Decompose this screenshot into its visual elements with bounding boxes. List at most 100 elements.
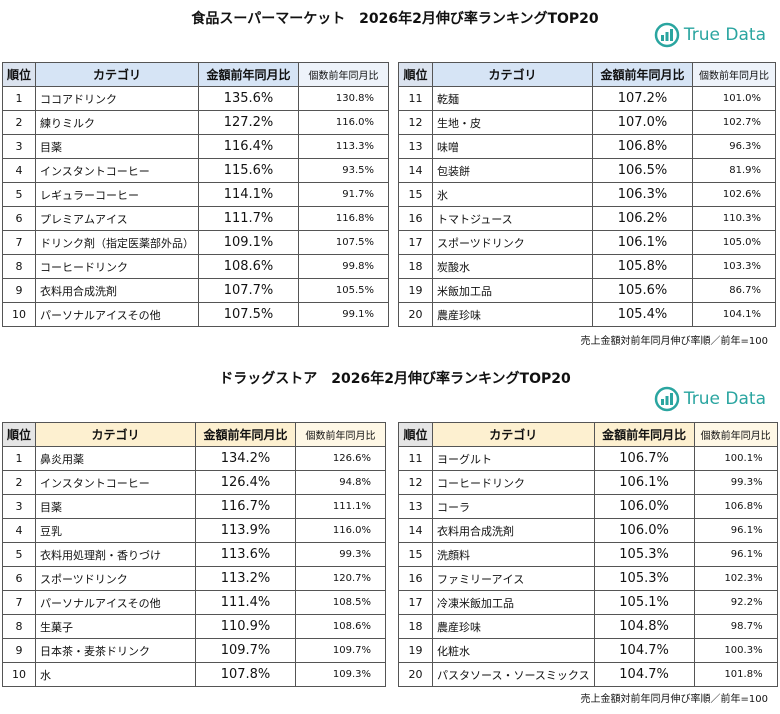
header-cell: 順位	[398, 422, 433, 447]
cell-cat: 農産珍味	[432, 614, 595, 639]
cell-cnt: 91.7%	[298, 182, 390, 207]
cell-rank: 14	[398, 518, 433, 543]
cell-cnt: 99.1%	[298, 302, 390, 327]
cell-cnt: 92.2%	[693, 590, 778, 615]
cell-amt: 135.6%	[198, 86, 300, 111]
cell-cat: ドリンク剤（指定医薬部外品）	[35, 230, 200, 255]
cell-cnt: 120.7%	[295, 566, 387, 591]
cell-cnt: 99.3%	[693, 470, 778, 495]
row: 20 パスタソース・ソースミックス 104.7% 101.8%	[398, 662, 778, 687]
cell-rank: 6	[1, 206, 37, 231]
row: 4 インスタントコーヒー 115.6% 93.5%	[1, 158, 390, 183]
tbody: 1 鼻炎用薬 134.2% 126.6% 2 インスタントコーヒー 126.4% 94.8% 3…	[1, 446, 387, 687]
cell-rank: 15	[398, 542, 433, 567]
cell-amt: 108.6%	[198, 254, 300, 279]
row: 2 インスタントコーヒー 126.4% 94.8%	[1, 470, 387, 495]
cell-amt: 115.6%	[198, 158, 300, 183]
cell-cnt: 103.3%	[692, 254, 776, 279]
thead: 順位 カテゴリ 金額前年同月比 個数前年同月比	[1, 422, 387, 447]
header-row: 順位 カテゴリ 金額前年同月比 個数前年同月比	[398, 62, 776, 87]
cell-amt: 106.2%	[592, 206, 693, 231]
cell-cat: 目薬	[35, 494, 197, 519]
row: 15 氷 106.3% 102.6%	[398, 182, 776, 207]
cell-rank: 18	[398, 254, 433, 279]
cell-cat: 生菓子	[35, 614, 197, 639]
logo-text: True Data	[683, 389, 766, 409]
header-row: 順位 カテゴリ 金額前年同月比 個数前年同月比	[1, 62, 390, 87]
tbody: 11 ヨーグルト 106.7% 100.1% 12 コーヒードリンク 106.1% 99.3%…	[398, 446, 778, 687]
cell-rank: 1	[1, 86, 37, 111]
cell-rank: 13	[398, 494, 433, 519]
header-row: 順位 カテゴリ 金額前年同月比 個数前年同月比	[398, 422, 778, 447]
header-cell: 金額前年同月比	[593, 422, 695, 447]
cell-cat: 鼻炎用薬	[35, 446, 197, 471]
logo: True Data	[654, 22, 766, 48]
cell-cat: レギュラーコーヒー	[35, 182, 200, 207]
cell-amt: 105.3%	[593, 542, 695, 567]
cell-amt: 105.1%	[593, 590, 695, 615]
row: 1 ココアドリンク 135.6% 130.8%	[1, 86, 390, 111]
cell-amt: 104.8%	[593, 614, 695, 639]
cell-cnt: 107.5%	[298, 230, 390, 255]
cell-cnt: 101.8%	[693, 662, 778, 687]
cell-cat: 化粧水	[432, 638, 595, 663]
header-cell: 個数前年同月比	[298, 62, 390, 87]
cell-cat: 氷	[432, 182, 593, 207]
row: 16 トマトジュース 106.2% 110.3%	[398, 206, 776, 231]
thead: 順位 カテゴリ 金額前年同月比 個数前年同月比	[1, 62, 390, 87]
row: 1 鼻炎用薬 134.2% 126.6%	[1, 446, 387, 471]
cell-cnt: 100.1%	[693, 446, 778, 471]
cell-cat: 衣料用合成洗剤	[432, 518, 595, 543]
header-cell: 金額前年同月比	[198, 62, 300, 87]
ranking-table: 順位 カテゴリ 金額前年同月比 個数前年同月比 1 鼻炎用薬 134.2% 126.6% 2 イン…	[1, 422, 387, 687]
ranking-table: 順位 カテゴリ 金額前年同月比 個数前年同月比 11 ヨーグルト 106.7% 100.1% 1…	[398, 422, 778, 687]
cell-cat: 味噌	[432, 134, 593, 159]
cell-amt: 106.0%	[593, 494, 695, 519]
cell-amt: 127.2%	[198, 110, 300, 135]
cell-cnt: 108.6%	[295, 614, 387, 639]
cell-cat: パスタソース・ソースミックス	[432, 662, 595, 687]
cell-cnt: 130.8%	[298, 86, 390, 111]
cell-cat: 乾麺	[432, 86, 593, 111]
cell-cat: 日本茶・麦茶ドリンク	[35, 638, 197, 663]
header-cell: 順位	[1, 422, 37, 447]
cell-cnt: 99.3%	[295, 542, 387, 567]
header-cell: 金額前年同月比	[592, 62, 693, 87]
row: 4 豆乳 113.9% 116.0%	[1, 518, 387, 543]
cell-cnt: 102.3%	[693, 566, 778, 591]
cell-rank: 12	[398, 110, 433, 135]
cell-cat: 目薬	[35, 134, 200, 159]
cell-rank: 13	[398, 134, 433, 159]
row: 9 日本茶・麦茶ドリンク 109.7% 109.7%	[1, 638, 387, 663]
cell-rank: 10	[1, 302, 37, 327]
cell-amt: 106.8%	[592, 134, 693, 159]
cell-rank: 6	[1, 566, 37, 591]
cell-rank: 4	[1, 518, 37, 543]
ranking-table: 順位 カテゴリ 金額前年同月比 個数前年同月比 1 ココアドリンク 135.6% 130.8%…	[1, 62, 390, 327]
cell-rank: 3	[1, 494, 37, 519]
cell-rank: 19	[398, 278, 433, 303]
cell-cnt: 111.1%	[295, 494, 387, 519]
cell-cat: ココアドリンク	[35, 86, 200, 111]
row: 15 洗顔料 105.3% 96.1%	[398, 542, 778, 567]
cell-rank: 4	[1, 158, 37, 183]
cell-cat: トマトジュース	[432, 206, 593, 231]
cell-cat: コーヒードリンク	[432, 470, 595, 495]
tbody: 11 乾麺 107.2% 101.0% 12 生地・皮 107.0% 102.7% 13 味噌 10…	[398, 86, 776, 327]
header-cell: 個数前年同月比	[693, 422, 778, 447]
row: 13 コーラ 106.0% 106.8%	[398, 494, 778, 519]
cell-amt: 106.5%	[592, 158, 693, 183]
cell-amt: 134.2%	[195, 446, 297, 471]
cell-cat: コーヒードリンク	[35, 254, 200, 279]
cell-cat: 練りミルク	[35, 110, 200, 135]
cell-cat: 農産珍味	[432, 302, 593, 327]
cell-rank: 14	[398, 158, 433, 183]
cell-rank: 12	[398, 470, 433, 495]
row: 5 衣料用処理剤・香りづけ 113.6% 99.3%	[1, 542, 387, 567]
cell-cnt: 105.0%	[692, 230, 776, 255]
cell-amt: 113.6%	[195, 542, 297, 567]
cell-cnt: 81.9%	[692, 158, 776, 183]
cell-cnt: 113.3%	[298, 134, 390, 159]
cell-amt: 106.0%	[593, 518, 695, 543]
cell-rank: 8	[1, 614, 37, 639]
